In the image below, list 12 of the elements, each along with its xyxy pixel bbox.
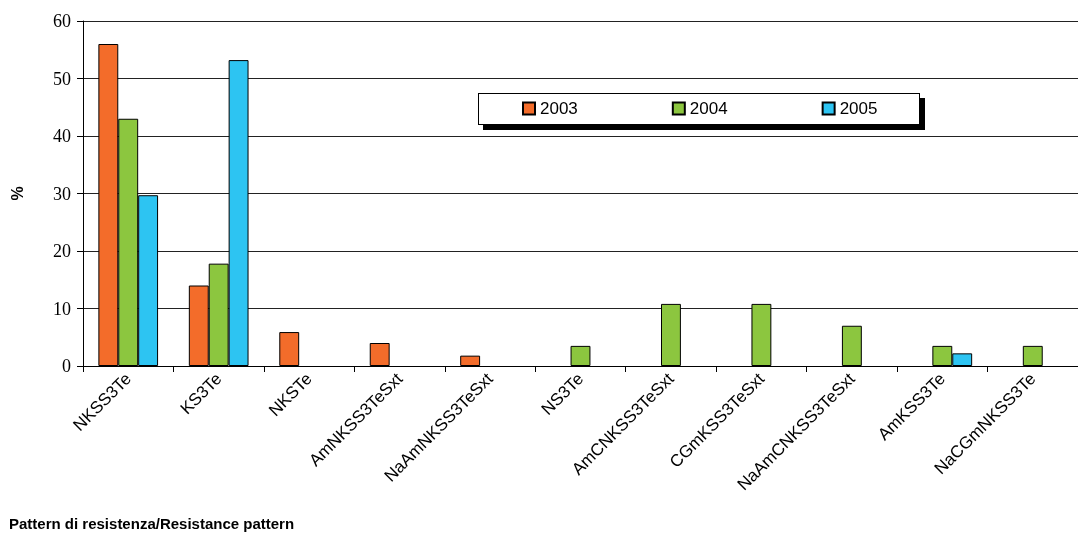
y-tick-label: 10 [53,298,71,319]
legend-label: 2005 [839,99,878,118]
y-tick-label: 60 [53,11,71,31]
y-tick-label: 20 [53,241,71,261]
legend-label: 2004 [689,99,728,118]
y-tick-label: 0 [62,356,71,376]
legend-label: 2003 [540,99,578,118]
y-tick-label: 30 [53,183,71,204]
y-tick-label: 40 [53,126,71,146]
x-axis-title: Pattern di resistenza/Resistance pattern [9,515,295,532]
y-tick-label: 50 [53,68,71,89]
y-axis-title: % [8,186,26,201]
